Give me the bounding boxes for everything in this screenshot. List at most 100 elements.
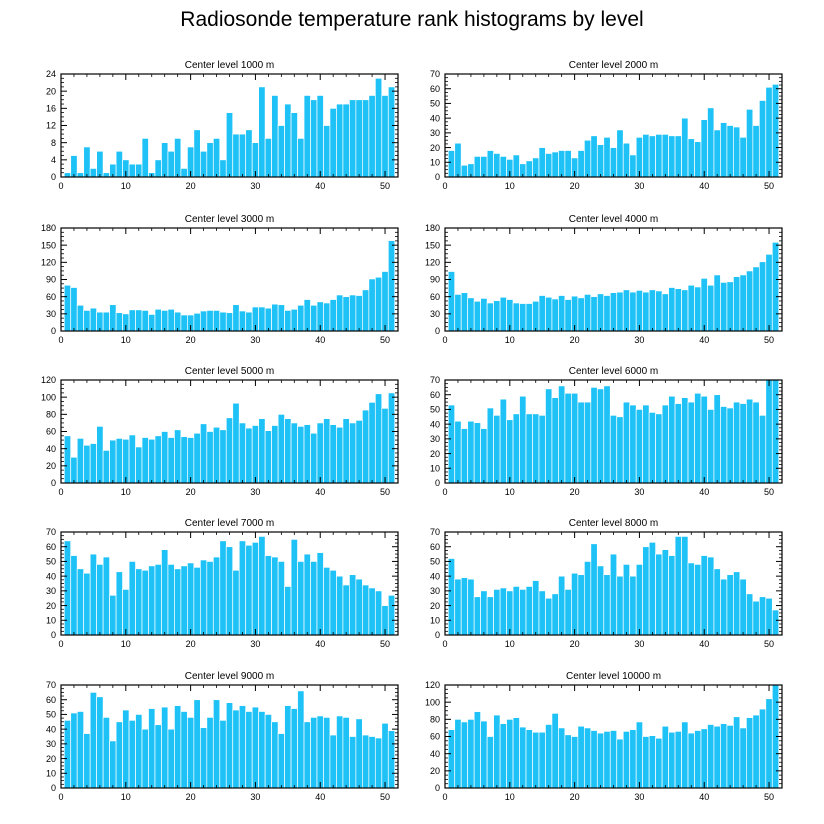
- histogram-bar: [564, 589, 572, 636]
- histogram-bar: [577, 574, 585, 636]
- histogram-bar: [212, 426, 221, 484]
- histogram-bar: [720, 282, 728, 332]
- histogram-bar: [290, 422, 298, 484]
- histogram-bar: [499, 156, 507, 178]
- histogram-bar: [752, 125, 760, 178]
- histogram-bar: [700, 555, 708, 636]
- histogram-bar: [629, 154, 637, 178]
- y-tick-label: 40: [46, 571, 56, 581]
- histogram-bar: [271, 556, 279, 636]
- x-tick-label: 0: [58, 639, 63, 649]
- histogram-bar: [271, 721, 279, 789]
- histogram-bar: [193, 432, 201, 484]
- y-tick-label: 60: [430, 84, 440, 94]
- x-tick-label: 30: [634, 335, 644, 345]
- histogram-bar: [206, 142, 214, 178]
- histogram-bar: [310, 99, 318, 178]
- histogram-bar: [758, 708, 767, 789]
- y-tick-label: 0: [51, 630, 56, 640]
- histogram-bar: [355, 99, 363, 178]
- y-tick-label: 10: [430, 157, 440, 167]
- histogram-bar: [648, 135, 656, 178]
- histogram-bar: [661, 404, 669, 484]
- histogram-bar: [687, 562, 695, 636]
- histogram-bar: [707, 409, 715, 484]
- histogram-bar: [564, 392, 572, 484]
- histogram-bar: [700, 278, 708, 332]
- y-tick-label: 180: [41, 223, 56, 233]
- histogram-bar: [219, 311, 227, 332]
- histogram-bar: [512, 413, 520, 484]
- histogram-bar: [212, 138, 221, 178]
- histogram-bar: [765, 698, 773, 789]
- histogram-bar: [128, 561, 136, 636]
- histogram-bar: [232, 402, 240, 484]
- histogram-bar: [115, 438, 123, 484]
- histogram-bar: [135, 309, 143, 332]
- y-tick-label: 70: [46, 680, 56, 690]
- histogram-bar: [486, 302, 494, 332]
- y-tick-label: 150: [425, 240, 440, 250]
- histogram-bar: [115, 150, 123, 178]
- histogram-bar: [532, 300, 540, 332]
- y-tick-label: 60: [430, 390, 440, 400]
- histogram-bar: [290, 539, 298, 636]
- histogram-bar: [232, 709, 240, 789]
- x-tick-label: 50: [380, 181, 390, 191]
- histogram-bar: [70, 712, 78, 789]
- histogram-bar: [329, 107, 337, 178]
- x-tick-label: 40: [315, 335, 325, 345]
- histogram-bar: [271, 95, 279, 178]
- y-tick-label: 40: [430, 419, 440, 429]
- histogram-panel: Center level 4000 m 0 10 20 30 40 50 0 30 60 90 120…: [425, 214, 783, 345]
- y-tick-label: 100: [41, 392, 56, 402]
- histogram-bar: [180, 565, 188, 636]
- histogram-bar: [687, 401, 695, 484]
- histogram-bar: [148, 565, 156, 636]
- histogram-bar: [128, 309, 136, 332]
- histogram-bar: [109, 304, 117, 332]
- histogram-bar: [76, 304, 85, 332]
- histogram-bar: [558, 727, 566, 789]
- histogram-bar: [128, 719, 136, 789]
- histogram-bar: [538, 147, 546, 178]
- histogram-bar: [622, 142, 631, 178]
- y-tick-label: 80: [46, 410, 56, 420]
- histogram-bar: [187, 437, 195, 484]
- histogram-bar: [661, 725, 669, 789]
- histogram-bar: [512, 302, 520, 332]
- histogram-panel: Center level 10000 m 0 10 20 30 40 50 0 20 40 60 80…: [425, 671, 783, 802]
- histogram-bar: [251, 541, 260, 636]
- histogram-panel: Center level 7000 m 0 10 20 30 40 50 0 10 20 30 40 5…: [46, 518, 399, 649]
- histogram-bar: [473, 711, 481, 789]
- histogram-bar: [277, 733, 285, 789]
- histogram-bar: [707, 284, 715, 332]
- histogram-bar: [63, 172, 72, 178]
- histogram-bar: [473, 422, 481, 484]
- histogram-bar: [238, 133, 247, 178]
- histogram-bar: [316, 715, 324, 789]
- histogram-bar: [545, 724, 553, 789]
- histogram-bar: [720, 122, 728, 178]
- y-tick-label: 70: [430, 69, 440, 79]
- histogram-bar: [603, 574, 611, 636]
- histogram-bar: [180, 314, 188, 332]
- histogram-bar: [336, 103, 344, 178]
- histogram-bar: [362, 734, 370, 789]
- histogram-bar: [349, 574, 357, 636]
- y-tick-label: 150: [41, 240, 56, 250]
- histogram-bar: [167, 150, 175, 178]
- histogram-bar: [70, 155, 78, 178]
- x-tick-label: 20: [570, 181, 580, 191]
- histogram-bar: [558, 575, 566, 636]
- x-tick-label: 0: [58, 792, 63, 802]
- histogram-bar: [245, 311, 253, 332]
- histogram-bar: [590, 387, 598, 484]
- histogram-bar: [545, 597, 553, 636]
- x-tick-label: 20: [186, 792, 196, 802]
- histogram-bar: [545, 153, 553, 178]
- histogram-bar: [499, 587, 507, 636]
- histogram-bar: [284, 103, 292, 178]
- x-tick-label: 30: [634, 792, 644, 802]
- x-tick-label: 10: [505, 181, 515, 191]
